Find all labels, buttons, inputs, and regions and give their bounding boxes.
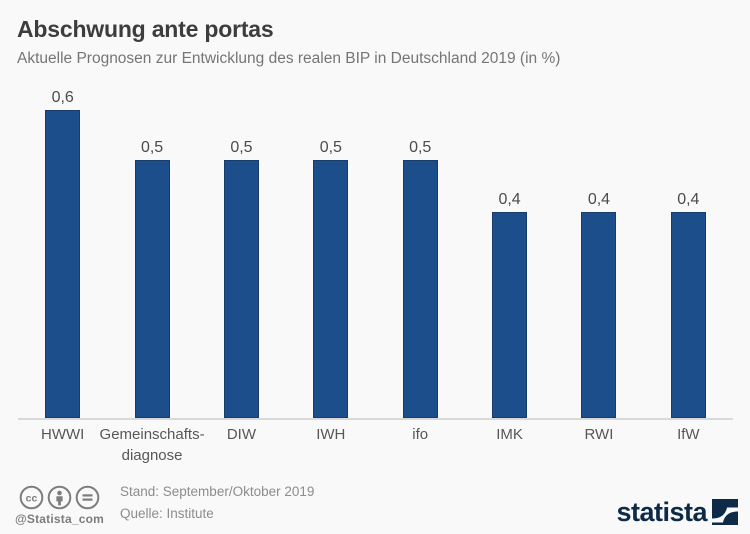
bar-value-label: 0,5: [409, 139, 432, 156]
bar-value-label: 0,5: [140, 139, 164, 156]
category-label: ifo: [412, 426, 429, 443]
category-label: IfW: [677, 426, 700, 443]
bar-value-label: 0,5: [230, 139, 253, 156]
bar-cell: 0,4: [644, 89, 733, 418]
category-label: IWH: [316, 426, 346, 443]
bar-value-label: 0,4: [587, 191, 611, 208]
creative-commons-icons: cc: [19, 485, 100, 510]
bar: [581, 212, 617, 418]
category-label: DIW: [226, 426, 257, 443]
statista-logo-mark-icon: [712, 499, 738, 525]
bar: [45, 110, 81, 418]
statista-wordmark: statista: [616, 497, 707, 527]
x-axis-label-cell: IMK: [465, 424, 554, 470]
bar-cell: 0,4: [465, 89, 554, 418]
bar: [223, 160, 259, 418]
bar-cell: 0,5: [286, 89, 375, 418]
license-block: cc @Statista_com: [15, 485, 104, 526]
source-block: Stand: September/Oktober 2019 Quelle: In…: [120, 481, 314, 526]
attribution-icon: [47, 485, 72, 510]
bar-cell: 0,5: [197, 89, 286, 418]
bar-value-label: 0,4: [677, 191, 700, 208]
cc-icon: cc: [19, 485, 44, 510]
statista-handle: @Statista_com: [15, 512, 104, 526]
category-label: Gemeinschafts- diagnose: [99, 426, 205, 464]
category-label: HWWI: [41, 426, 85, 443]
x-axis-label-cell: IWH: [286, 424, 375, 470]
bar-cell: 0,5: [376, 89, 465, 418]
bar: [670, 212, 706, 418]
x-axis-labels-row: HWWI Gemeinschafts- diagnose DIW IWH ifo IMK R…: [18, 424, 733, 470]
bar-value-label: 0,5: [319, 139, 342, 156]
x-axis-label-cell: IfW: [644, 424, 733, 470]
x-axis-label-cell: HWWI: [18, 424, 107, 470]
statista-logo: statista: [616, 499, 738, 526]
x-axis-line: [18, 418, 733, 420]
category-label: RWI: [584, 426, 614, 443]
x-axis-label-cell: ifo: [376, 424, 465, 470]
x-axis-label-cell: RWI: [554, 424, 643, 470]
bar: [134, 160, 170, 418]
bar-value-label: 0,4: [498, 191, 521, 208]
stand-note: Stand: September/Oktober 2019: [120, 484, 315, 499]
bar: [492, 212, 528, 418]
bar-chart-plot-area: 0,6 0,5 0,5 0,5 0,5 0,4 0,4 0,4: [18, 89, 733, 418]
x-axis-label-cell: Gemeinschafts- diagnose: [100, 424, 205, 470]
category-label: IMK: [496, 426, 523, 443]
no-derivatives-icon: [75, 485, 100, 510]
chart-header: Abschwung ante portas Aktuelle Prognosen…: [0, 0, 750, 68]
source-note: Quelle: Institute: [120, 506, 214, 521]
chart-title: Abschwung ante portas: [17, 16, 274, 42]
bar-cell: 0,5: [107, 89, 196, 418]
bar-cell: 0,6: [18, 89, 107, 418]
footer: cc @Statista_com Stand: September/Oktobe…: [15, 481, 738, 526]
bar: [313, 160, 349, 418]
bar-cell: 0,4: [554, 89, 643, 418]
bar: [402, 160, 438, 418]
bar-value-label: 0,6: [51, 89, 74, 106]
svg-text:cc: cc: [26, 492, 38, 504]
chart-subtitle: Aktuelle Prognosen zur Entwicklung des r…: [17, 50, 561, 67]
x-axis-label-cell: DIW: [197, 424, 286, 470]
